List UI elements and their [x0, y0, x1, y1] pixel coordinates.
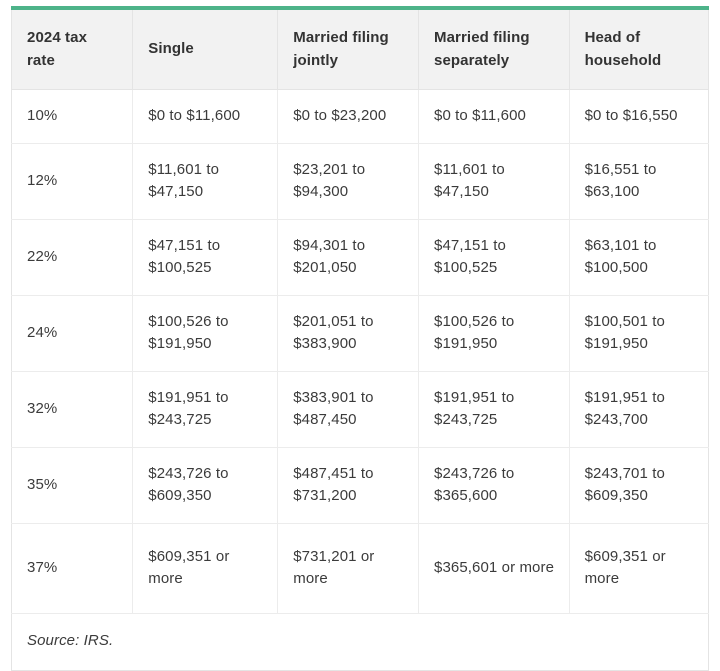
table-cell: $487,451 to $731,200 [277, 447, 420, 524]
table-cell: $243,726 to $609,350 [132, 447, 279, 524]
tax-brackets-table: 2024 tax rate Single Married filing join… [11, 6, 709, 671]
tax-rate-cell: 22% [11, 219, 134, 296]
table-cell: $47,151 to $100,525 [418, 219, 570, 296]
table-cell: $243,701 to $609,350 [569, 447, 709, 524]
table-cell: $0 to $11,600 [418, 89, 570, 144]
table-footer: Source: IRS. [12, 613, 709, 671]
table-cell: $100,526 to $191,950 [418, 295, 570, 372]
table-cell: $63,101 to $100,500 [569, 219, 709, 296]
table-cell: $94,301 to $201,050 [277, 219, 420, 296]
table-cell: $11,601 to $47,150 [418, 143, 570, 220]
column-header-married-jointly: Married filing jointly [277, 8, 420, 90]
table-cell: $609,351 or more [569, 523, 709, 614]
tax-rate-cell: 10% [11, 89, 134, 144]
table-cell: $0 to $11,600 [132, 89, 279, 144]
table-cell: $16,551 to $63,100 [569, 143, 709, 220]
table-cell: $365,601 or more [418, 523, 570, 614]
table-cell: $383,901 to $487,450 [277, 371, 420, 448]
table-cell: $11,601 to $47,150 [132, 143, 279, 220]
table-row: 24% $100,526 to $191,950 $201,051 to $38… [11, 295, 709, 372]
table-row: 35% $243,726 to $609,350 $487,451 to $73… [11, 447, 709, 524]
table-cell: $243,726 to $365,600 [418, 447, 570, 524]
page: 2024 tax rate Single Married filing join… [11, 6, 709, 671]
source-note: Source: IRS. [27, 631, 114, 649]
source-row: Source: IRS. [12, 613, 709, 671]
column-header-tax-rate: 2024 tax rate [11, 8, 134, 90]
tax-rate-cell: 37% [11, 523, 134, 614]
table-cell: $100,501 to $191,950 [569, 295, 709, 372]
column-header-single: Single [132, 8, 279, 90]
tax-rate-cell: 24% [11, 295, 134, 372]
table-cell: $47,151 to $100,525 [132, 219, 279, 296]
table-row: 37% $609,351 or more $731,201 or more $3… [11, 523, 709, 614]
header-row: 2024 tax rate Single Married filing join… [11, 8, 709, 90]
table-cell: $191,951 to $243,700 [569, 371, 709, 448]
table-cell: $609,351 or more [132, 523, 279, 614]
table-cell: $0 to $23,200 [277, 89, 420, 144]
table-row: 22% $47,151 to $100,525 $94,301 to $201,… [11, 219, 709, 296]
table-header: 2024 tax rate Single Married filing join… [11, 8, 709, 90]
column-header-head-of-household: Head of household [569, 8, 709, 90]
table-body: 10% $0 to $11,600 $0 to $23,200 $0 to $1… [11, 89, 709, 614]
table-row: 12% $11,601 to $47,150 $23,201 to $94,30… [11, 143, 709, 220]
table-cell: $731,201 or more [277, 523, 420, 614]
table-cell: $0 to $16,550 [569, 89, 709, 144]
table-cell: $191,951 to $243,725 [132, 371, 279, 448]
table-row: 10% $0 to $11,600 $0 to $23,200 $0 to $1… [11, 89, 709, 144]
table-cell: $201,051 to $383,900 [277, 295, 420, 372]
table-cell: $23,201 to $94,300 [277, 143, 420, 220]
table-cell: $100,526 to $191,950 [132, 295, 279, 372]
column-header-married-separately: Married filing separately [418, 8, 570, 90]
tax-rate-cell: 35% [11, 447, 134, 524]
tax-rate-cell: 32% [11, 371, 134, 448]
tax-rate-cell: 12% [11, 143, 134, 220]
table-cell: $191,951 to $243,725 [418, 371, 570, 448]
table-row: 32% $191,951 to $243,725 $383,901 to $48… [11, 371, 709, 448]
